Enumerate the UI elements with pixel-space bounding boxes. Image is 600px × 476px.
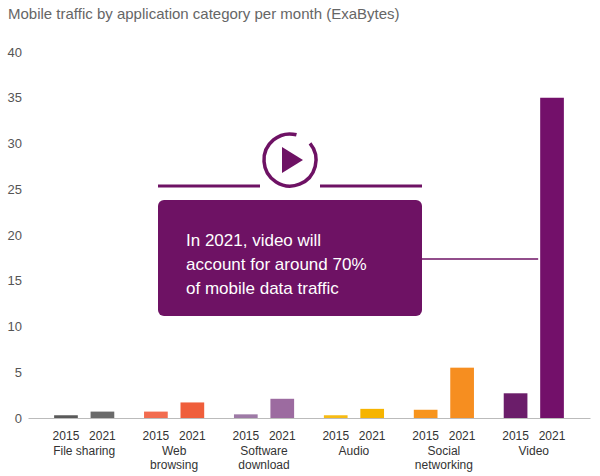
series-label: 2021: [359, 429, 386, 443]
bar: [450, 368, 474, 418]
bar: [540, 98, 564, 418]
series-label: 2015: [53, 429, 80, 443]
callout-box: [158, 200, 422, 316]
category-label: Softwaredownload: [238, 444, 289, 472]
bar: [360, 409, 384, 418]
y-tick-label: 10: [8, 319, 22, 334]
x-axis: [29, 418, 591, 419]
category-label: Video: [519, 444, 550, 458]
y-tick-label: 40: [8, 45, 22, 60]
chart: Mobile traffic by application category p…: [0, 0, 600, 476]
y-axis-line: [30, 53, 31, 419]
series-label: 2015: [232, 429, 259, 443]
series-label: 2021: [89, 429, 116, 443]
series-label: 2015: [322, 429, 349, 443]
category-label: Socialnetworking: [415, 444, 473, 472]
y-tick-label: 30: [8, 136, 22, 151]
y-axis: 0 5 10 15 20 25 30 35 40: [8, 45, 31, 426]
x-labels: 20152021File sharing20152021Webbrowsing2…: [53, 429, 566, 472]
y-tick: 40: [8, 45, 30, 60]
bar: [54, 415, 78, 418]
y-tick: 0: [15, 411, 30, 426]
callout-connector: [422, 258, 538, 260]
series-label: 2015: [502, 429, 529, 443]
y-tick: 30: [8, 136, 30, 151]
callout-rule: [320, 185, 422, 188]
y-tick-label: 20: [8, 228, 22, 243]
y-tick-label: 25: [8, 182, 22, 197]
series-label: 2021: [449, 429, 476, 443]
y-tick-label: 35: [8, 90, 22, 105]
y-tick: 25: [8, 182, 30, 197]
bar: [234, 414, 258, 418]
bar: [91, 412, 115, 418]
bar: [324, 415, 348, 418]
series-label: 2015: [412, 429, 439, 443]
series-label: 2021: [269, 429, 296, 443]
bar: [504, 393, 528, 418]
chart-title: Mobile traffic by application category p…: [8, 5, 400, 22]
series-label: 2015: [143, 429, 170, 443]
bar: [270, 399, 294, 418]
play-icon-circle: [264, 134, 316, 186]
category-label: Webbrowsing: [150, 444, 198, 472]
play-icon-triangle: [282, 147, 303, 173]
y-tick: 20: [8, 228, 30, 243]
series-label: 2021: [179, 429, 206, 443]
y-tick-label: 5: [15, 365, 22, 380]
series-label: 2021: [539, 429, 566, 443]
category-label: File sharing: [53, 444, 115, 458]
annotation-text: In 2021, video willaccount for around 70…: [186, 231, 367, 298]
callout-rule: [158, 185, 260, 188]
y-tick: 10: [8, 319, 30, 334]
bar: [414, 410, 438, 418]
annotation: In 2021, video willaccount for around 70…: [158, 134, 538, 316]
category-label: Audio: [339, 444, 370, 458]
y-tick: 5: [15, 365, 30, 380]
y-tick-label: 0: [15, 411, 22, 426]
y-tick-label: 15: [8, 273, 22, 288]
bar: [144, 412, 168, 418]
x-axis-line: [29, 418, 591, 419]
bars: [54, 98, 564, 418]
y-tick: 35: [8, 90, 30, 105]
y-tick: 15: [8, 273, 30, 288]
bar: [180, 402, 204, 418]
